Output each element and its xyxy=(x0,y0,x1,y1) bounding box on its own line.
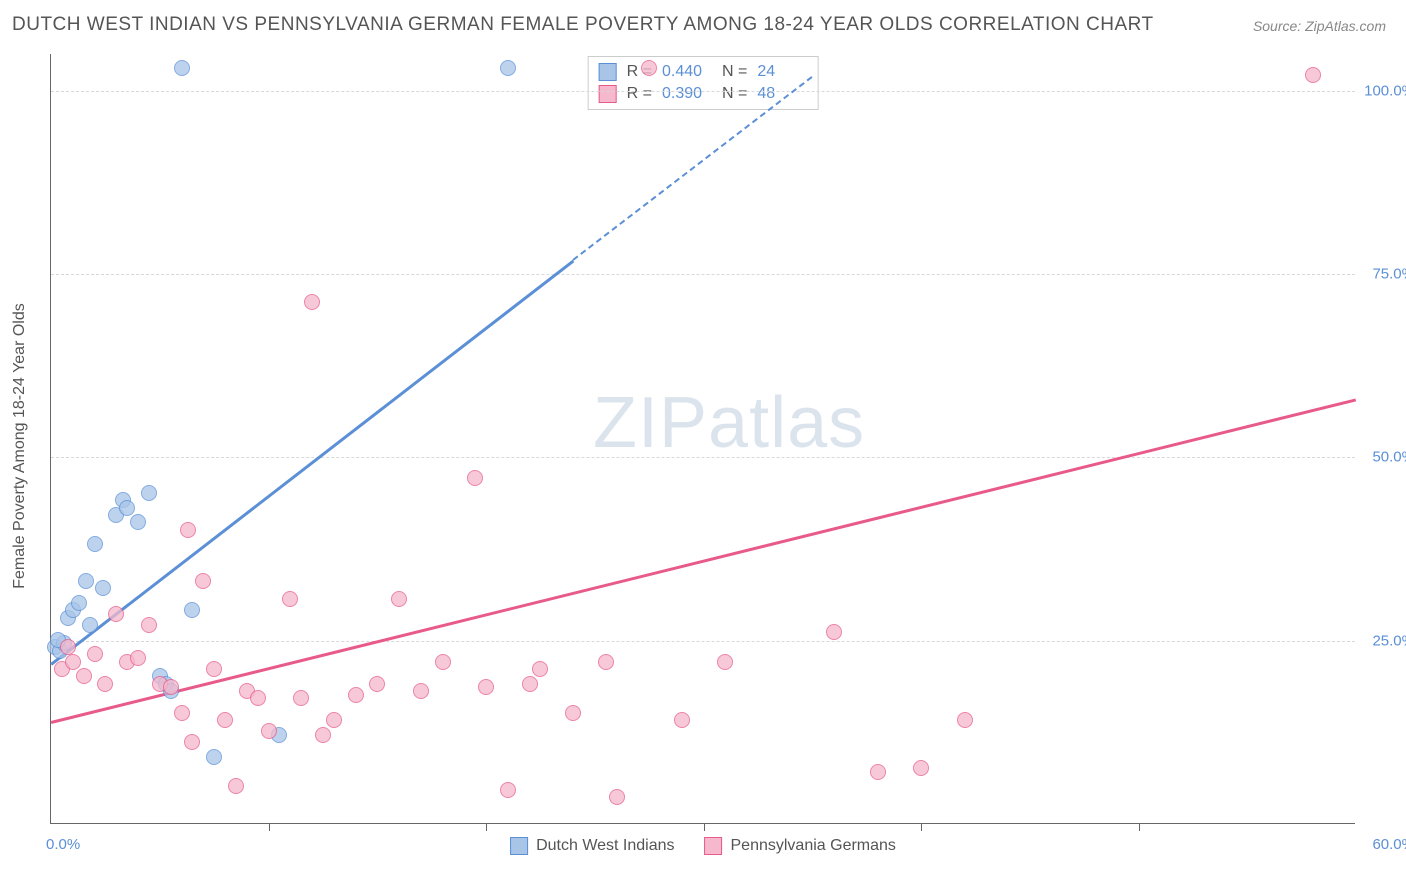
data-point xyxy=(467,470,483,486)
data-point xyxy=(1305,67,1321,83)
source-attribution: Source: ZipAtlas.com xyxy=(1253,18,1386,34)
legend-swatch-2b xyxy=(705,837,723,855)
data-point xyxy=(641,60,657,76)
data-point xyxy=(369,676,385,692)
regression-line xyxy=(51,399,1357,724)
data-point xyxy=(71,595,87,611)
data-point xyxy=(95,580,111,596)
data-point xyxy=(674,712,690,728)
data-point xyxy=(315,727,331,743)
data-point xyxy=(87,646,103,662)
data-point xyxy=(228,778,244,794)
gridline xyxy=(51,91,1355,92)
ytick-label: 25.0% xyxy=(1360,632,1406,649)
data-point xyxy=(478,679,494,695)
data-point xyxy=(500,60,516,76)
data-point xyxy=(180,522,196,538)
ytick-label: 50.0% xyxy=(1360,449,1406,466)
watermark-bold: ZIP xyxy=(593,383,708,463)
ytick-label: 100.0% xyxy=(1360,82,1406,99)
data-point xyxy=(250,690,266,706)
legend-swatch-1b xyxy=(510,837,528,855)
data-point xyxy=(609,789,625,805)
xtick xyxy=(921,823,922,831)
data-point xyxy=(500,782,516,798)
data-point xyxy=(60,639,76,655)
data-point xyxy=(108,606,124,622)
legend-item-1: Dutch West Indians xyxy=(510,837,674,855)
data-point xyxy=(195,573,211,589)
watermark: ZIPatlas xyxy=(593,382,865,464)
data-point xyxy=(913,760,929,776)
n-value-1: 24 xyxy=(757,63,807,81)
data-point xyxy=(119,500,135,516)
chart-area: ZIPatlas R = 0.440 N = 24 R = 0.390 N = … xyxy=(50,54,1355,824)
data-point xyxy=(348,687,364,703)
data-point xyxy=(65,654,81,670)
data-point xyxy=(565,705,581,721)
data-point xyxy=(957,712,973,728)
r-label: R = xyxy=(627,85,652,103)
data-point xyxy=(87,536,103,552)
data-point xyxy=(293,690,309,706)
data-point xyxy=(261,723,277,739)
regression-line xyxy=(50,260,574,665)
xtick xyxy=(486,823,487,831)
data-point xyxy=(217,712,233,728)
data-point xyxy=(78,573,94,589)
data-point xyxy=(82,617,98,633)
gridline xyxy=(51,457,1355,458)
xtick-label-min: 0.0% xyxy=(46,836,80,853)
chart-title: DUTCH WEST INDIAN VS PENNSYLVANIA GERMAN… xyxy=(12,14,1154,36)
data-point xyxy=(130,514,146,530)
data-point xyxy=(826,624,842,640)
data-point xyxy=(141,485,157,501)
data-point xyxy=(141,617,157,633)
data-point xyxy=(282,591,298,607)
data-point xyxy=(717,654,733,670)
data-point xyxy=(391,591,407,607)
legend-row-series1: R = 0.440 N = 24 xyxy=(599,61,808,83)
data-point xyxy=(532,661,548,677)
data-point xyxy=(598,654,614,670)
xtick-label-max: 60.0% xyxy=(1372,836,1406,853)
xtick xyxy=(1139,823,1140,831)
ytick-label: 75.0% xyxy=(1360,266,1406,283)
xtick xyxy=(704,823,705,831)
data-point xyxy=(97,676,113,692)
legend-swatch-1 xyxy=(599,63,617,81)
data-point xyxy=(174,705,190,721)
data-point xyxy=(163,679,179,695)
legend-label-2: Pennsylvania Germans xyxy=(731,837,896,855)
data-point xyxy=(184,602,200,618)
watermark-thin: atlas xyxy=(708,383,865,463)
r-value-1: 0.440 xyxy=(662,63,712,81)
legend-swatch-2 xyxy=(599,85,617,103)
xtick xyxy=(269,823,270,831)
n-label: N = xyxy=(722,63,747,81)
data-point xyxy=(435,654,451,670)
data-point xyxy=(174,60,190,76)
data-point xyxy=(76,668,92,684)
plot-region: ZIPatlas R = 0.440 N = 24 R = 0.390 N = … xyxy=(50,54,1355,824)
gridline xyxy=(51,274,1355,275)
n-label: N = xyxy=(722,85,747,103)
gridline xyxy=(51,641,1355,642)
data-point xyxy=(326,712,342,728)
data-point xyxy=(130,650,146,666)
legend-item-2: Pennsylvania Germans xyxy=(705,837,896,855)
data-point xyxy=(184,734,200,750)
data-point xyxy=(206,749,222,765)
data-point xyxy=(206,661,222,677)
data-point xyxy=(413,683,429,699)
r-value-2: 0.390 xyxy=(662,85,712,103)
series-legend: Dutch West Indians Pennsylvania Germans xyxy=(510,837,896,855)
data-point xyxy=(870,764,886,780)
data-point xyxy=(304,294,320,310)
correlation-legend: R = 0.440 N = 24 R = 0.390 N = 48 xyxy=(588,56,819,110)
legend-label-1: Dutch West Indians xyxy=(536,837,674,855)
y-axis-label: Female Poverty Among 18-24 Year Olds xyxy=(11,303,29,589)
data-point xyxy=(522,676,538,692)
